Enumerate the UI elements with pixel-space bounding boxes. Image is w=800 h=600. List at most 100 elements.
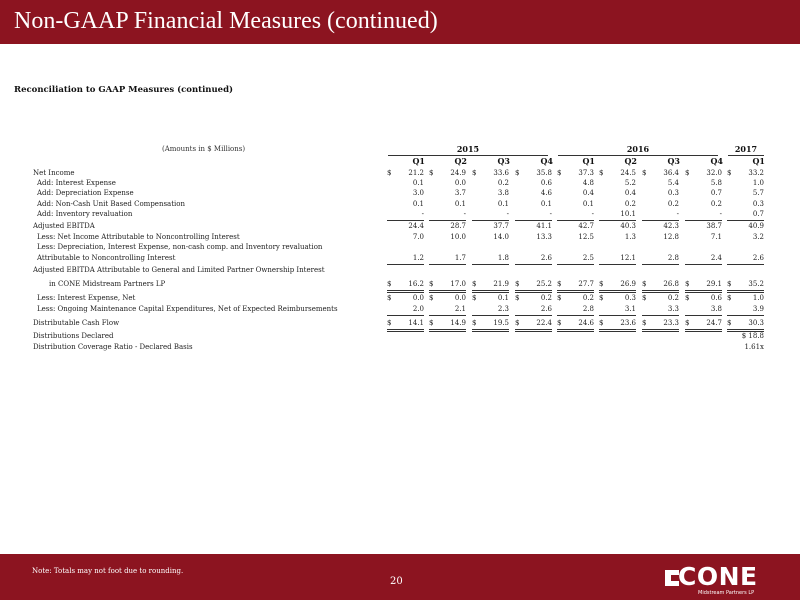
cell-value: 0.1 [412, 179, 424, 187]
table-cell: 42.3 [642, 222, 679, 232]
dollar-sign: $ [727, 294, 732, 302]
table-row: Distributable Cash Flow $14.1 $14.9 $19.5 $2… [0, 319, 800, 332]
cell-value: 2.6 [540, 305, 552, 313]
cell-value: 0.3 [667, 189, 679, 197]
table-cell [642, 343, 679, 353]
table-cell: $21.2 [387, 169, 424, 179]
cell-value: 1.7 [454, 254, 466, 262]
row-label: Distribution Coverage Ratio - Declared B… [33, 343, 193, 351]
cell-value: - [676, 210, 679, 218]
dollar-sign: $ [557, 319, 562, 327]
cell-value: 21.9 [493, 280, 509, 288]
table-cell: $22.4 [515, 319, 552, 332]
quarter-header: Q2 [454, 156, 467, 166]
table-cell [599, 332, 636, 342]
table-cell: 0.2 [472, 179, 509, 189]
table-cell: 5.8 [685, 179, 722, 189]
table-cell: 12.1 [599, 254, 636, 265]
table-cell: 5.7 [727, 189, 764, 199]
row-label: Less: Net Income Attributable to Noncont… [37, 233, 240, 241]
quarter-header: Q2 [624, 156, 637, 166]
cell-value: 0.2 [667, 200, 679, 208]
cell-value: 2.6 [540, 254, 552, 262]
table-row: Add: Interest Expense 0.1 0.0 0.2 0.6 4.8 5.2 5… [0, 179, 800, 189]
cell-value: 1.2 [412, 254, 424, 262]
table-row: Less: Interest Expense, Net $0.0 $0.0 $0.1 $… [0, 294, 800, 304]
table-cell: 38.7 [685, 222, 722, 232]
table-cell: $26.9 [599, 280, 636, 293]
dollar-sign: $ [685, 280, 690, 288]
table-cell: 4.8 [557, 179, 594, 189]
cell-value: 0.6 [710, 294, 722, 302]
table-cell: $0.3 [599, 294, 636, 304]
table-cell [515, 266, 552, 276]
table-cell [387, 243, 424, 253]
dollar-sign: $ [472, 319, 477, 327]
table-row: Distribution Coverage Ratio - Declared B… [0, 343, 800, 353]
cell-value: 16.2 [408, 280, 424, 288]
dollar-sign: $ [727, 280, 732, 288]
table-cell [557, 343, 594, 353]
cell-value: 2.0 [412, 305, 424, 313]
table-row: Less: Net Income Attributable to Noncont… [0, 233, 800, 243]
cell-value: - [421, 210, 424, 218]
table-row: Adjusted EBITDA Attributable to General … [0, 266, 800, 276]
cell-value: 26.8 [663, 280, 679, 288]
table-cell: 3.0 [387, 189, 424, 199]
table-cell: 0.2 [642, 200, 679, 210]
table-cell: 0.4 [599, 189, 636, 199]
table-cell: 2.8 [557, 305, 594, 316]
cell-value: 2.6 [752, 254, 764, 262]
table-row: Attributable to Noncontrolling Interest 1… [0, 254, 800, 265]
table-cell: 2.4 [685, 254, 722, 265]
table-row: Adjusted EBITDA 24.4 28.7 37.7 41.1 42.7 40.3 4… [0, 222, 800, 232]
cell-value: 24.5 [620, 169, 636, 177]
cell-value: 5.8 [710, 179, 722, 187]
table-cell: 1.61x [727, 343, 764, 353]
table-cell: 42.7 [557, 222, 594, 232]
table-cell: $30.3 [727, 319, 764, 332]
title-bar: Non-GAAP Financial Measures (continued) [0, 0, 800, 44]
table-cell: 0.2 [599, 200, 636, 210]
cell-value: 14.0 [493, 233, 509, 241]
cell-value: 37.7 [493, 222, 509, 230]
cell-value: 2.4 [710, 254, 722, 262]
cell-value: 19.5 [493, 319, 509, 327]
table-cell: $37.3 [557, 169, 594, 179]
cell-value: 37.3 [578, 169, 594, 177]
cell-value: 5.7 [752, 189, 764, 197]
table-cell: 2.1 [429, 305, 466, 316]
table-cell: 5.2 [599, 179, 636, 189]
table-cell: 5.4 [642, 179, 679, 189]
dollar-sign: $ [429, 294, 434, 302]
cell-value: 33.2 [748, 169, 764, 177]
table-cell: 40.9 [727, 222, 764, 232]
quarter-header: Q1 [582, 156, 595, 166]
dollar-sign: $ [429, 169, 434, 177]
dollar-sign: $ [685, 294, 690, 302]
footer-bar: Note: Totals may not foot due to roundin… [0, 554, 800, 600]
dollar-sign: $ [387, 294, 392, 302]
table-cell: 1.0 [727, 179, 764, 189]
table-cell: $33.2 [727, 169, 764, 179]
cell-value: 2.5 [582, 254, 594, 262]
table-cell: $21.9 [472, 280, 509, 293]
year-header-2017: 2017 [728, 144, 764, 156]
cell-value: 40.9 [748, 222, 764, 230]
table-cell: 10.0 [429, 233, 466, 243]
table-cell [515, 243, 552, 253]
cell-value: 2.8 [582, 305, 594, 313]
table-cell: 2.0 [387, 305, 424, 316]
table-cell: 14.0 [472, 233, 509, 243]
cell-value: 0.0 [412, 294, 424, 302]
table-cell: 0.1 [387, 200, 424, 210]
table-cell: 0.1 [387, 179, 424, 189]
dollar-sign: $ [387, 319, 392, 327]
table-row: Net Income $21.2 $24.9 $33.6 $35.8 $37.3 $24.5… [0, 169, 800, 179]
cell-value: 0.1 [454, 200, 466, 208]
cell-value: 3.8 [710, 305, 722, 313]
table-cell: 2.3 [472, 305, 509, 316]
dollar-sign: $ [599, 280, 604, 288]
cell-value: 10.1 [620, 210, 636, 218]
row-label: Less: Ongoing Maintenance Capital Expend… [37, 305, 338, 313]
